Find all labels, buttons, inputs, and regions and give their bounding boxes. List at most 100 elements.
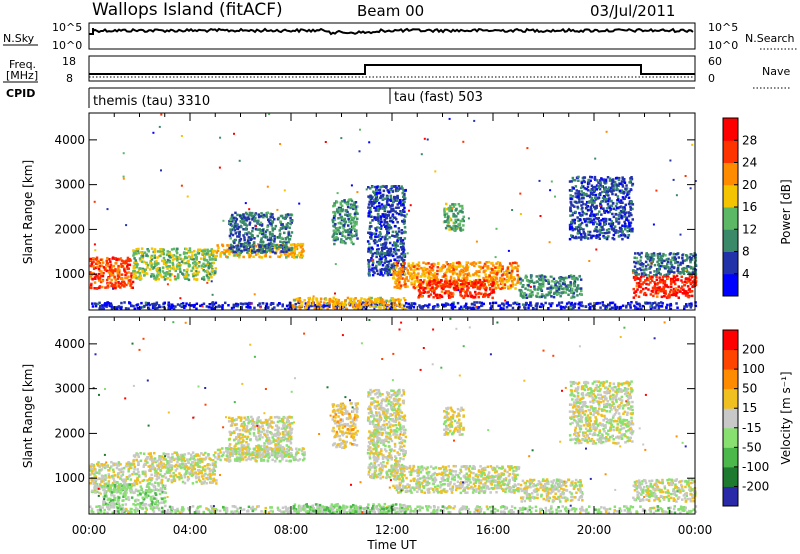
data-cell xyxy=(453,215,456,218)
data-cell xyxy=(452,262,455,265)
data-cell xyxy=(103,303,106,306)
data-cell xyxy=(122,285,126,288)
data-cell xyxy=(594,220,597,224)
data-cell xyxy=(648,259,652,262)
data-cell xyxy=(281,303,284,306)
data-cell xyxy=(417,261,421,264)
data-cell xyxy=(407,264,410,268)
data-cell xyxy=(268,245,272,249)
data-cell xyxy=(356,205,359,208)
data-cell xyxy=(337,300,341,303)
data-cell xyxy=(627,202,631,206)
data-cell xyxy=(252,215,256,218)
data-cell xyxy=(98,301,101,305)
data-cell xyxy=(438,280,442,284)
data-cell xyxy=(346,205,350,209)
data-cell xyxy=(200,257,203,260)
data-cell xyxy=(624,187,627,190)
data-cell xyxy=(262,213,266,217)
data-cell xyxy=(611,192,614,196)
data-cell xyxy=(511,283,515,287)
data-cell xyxy=(405,277,408,280)
data-cell xyxy=(628,224,631,227)
data-cell xyxy=(675,278,678,282)
data-cell xyxy=(397,230,401,233)
data-cell xyxy=(426,283,430,287)
data-cell xyxy=(600,177,603,180)
data-cell xyxy=(122,260,125,263)
data-cell xyxy=(674,257,677,261)
data-cell xyxy=(494,301,498,305)
data-cell xyxy=(625,225,628,228)
data-cell xyxy=(379,217,383,221)
data-cell xyxy=(650,259,653,262)
site-title: Wallops Island (fitACF) xyxy=(92,0,283,20)
data-cell xyxy=(461,228,465,232)
data-cell xyxy=(139,274,142,278)
data-cell xyxy=(114,278,118,282)
data-cell xyxy=(350,199,354,203)
data-cell xyxy=(649,271,652,274)
data-cell xyxy=(247,236,251,239)
data-cell xyxy=(352,226,355,230)
data-cell xyxy=(153,254,156,257)
data-cell xyxy=(427,274,430,277)
data-cell xyxy=(282,226,285,230)
data-cell xyxy=(194,274,197,277)
data-cell xyxy=(236,305,240,308)
data-cell xyxy=(604,187,607,190)
data-cell xyxy=(140,301,143,305)
data-cell xyxy=(367,262,370,265)
data-cell xyxy=(287,255,290,258)
data-cell xyxy=(105,263,108,267)
data-cell xyxy=(445,302,449,306)
data-cell xyxy=(127,259,130,263)
data-cell xyxy=(465,264,468,267)
data-cell xyxy=(475,270,479,274)
data-cell xyxy=(569,274,573,277)
data-cell xyxy=(466,275,469,278)
data-cell xyxy=(505,306,509,309)
data-cell xyxy=(390,302,393,305)
data-cell xyxy=(563,306,566,310)
data-cell xyxy=(381,207,385,210)
data-cell xyxy=(539,283,542,286)
data-cell xyxy=(94,257,98,261)
data-cell xyxy=(580,181,584,185)
data-cell xyxy=(608,210,611,214)
data-cell xyxy=(477,292,480,295)
data-cell xyxy=(617,178,621,182)
data-cell xyxy=(576,294,579,297)
data-cell xyxy=(307,307,310,310)
data-cell xyxy=(679,272,682,275)
data-cell xyxy=(656,256,660,259)
data-cell xyxy=(621,177,625,180)
data-cell xyxy=(577,190,581,193)
data-cell xyxy=(389,226,392,229)
data-cell xyxy=(605,197,608,201)
data-cell xyxy=(175,267,179,270)
data-cell xyxy=(143,274,146,277)
data-cell xyxy=(639,283,643,286)
data-cell xyxy=(571,277,574,280)
data-cell xyxy=(234,216,238,220)
data-cell xyxy=(231,213,234,217)
data-cell xyxy=(394,303,397,306)
data-cell xyxy=(496,280,499,284)
data-cell xyxy=(458,307,461,310)
data-cell xyxy=(657,263,661,266)
data-cell xyxy=(621,185,625,188)
data-cell xyxy=(548,287,552,291)
data-cell xyxy=(681,256,684,260)
data-cell xyxy=(626,230,629,233)
data-cell xyxy=(670,265,673,269)
data-cell xyxy=(100,304,104,307)
data-cell xyxy=(373,191,376,195)
data-cell xyxy=(452,292,455,296)
data-cell xyxy=(261,232,265,235)
data-cell xyxy=(137,247,140,251)
data-cell xyxy=(619,201,622,204)
data-cell xyxy=(433,276,437,279)
data-cell xyxy=(688,265,691,268)
data-cell xyxy=(150,275,153,278)
